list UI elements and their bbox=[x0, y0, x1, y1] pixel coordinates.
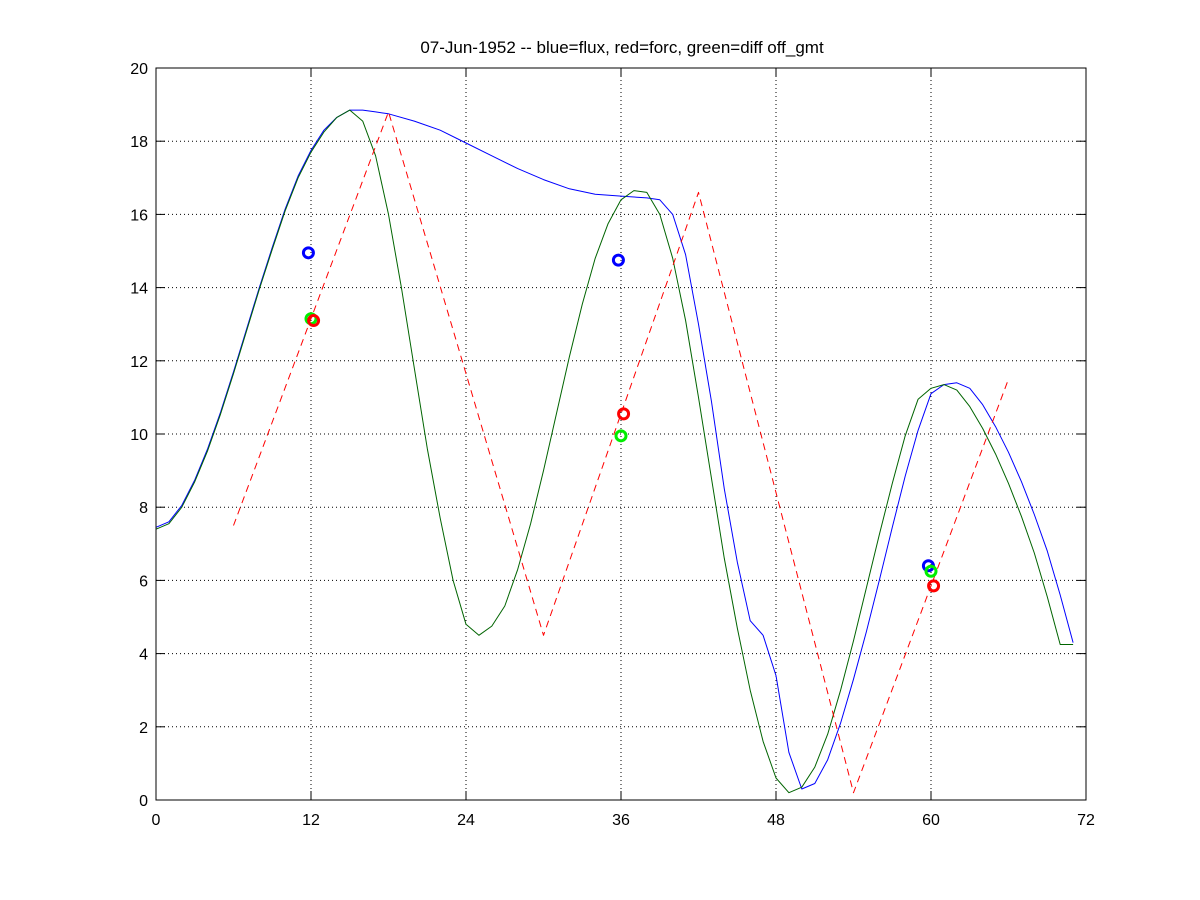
x-tick-label: 0 bbox=[152, 812, 161, 829]
series-line-2 bbox=[233, 111, 1009, 794]
marker-layer bbox=[301, 246, 941, 593]
y-tick-label: 12 bbox=[130, 354, 148, 371]
x-tick-label: 24 bbox=[457, 812, 475, 829]
grid-lines bbox=[156, 68, 1086, 800]
y-tick-label: 20 bbox=[130, 61, 148, 78]
series-line-0 bbox=[155, 109, 1074, 790]
series-line-1 bbox=[155, 109, 1074, 794]
data-marker bbox=[924, 564, 938, 578]
y-tick-label: 8 bbox=[139, 500, 148, 517]
y-tick-label: 14 bbox=[130, 281, 148, 298]
series-layer bbox=[155, 109, 1074, 794]
data-marker bbox=[617, 407, 631, 421]
data-marker bbox=[927, 579, 941, 593]
y-tick-label: 2 bbox=[139, 720, 148, 737]
y-tick-label: 4 bbox=[139, 647, 148, 664]
y-tick-label: 18 bbox=[130, 134, 148, 151]
data-marker bbox=[307, 314, 321, 328]
chart-title: 07-Jun-1952 -- blue=flux, red=forc, gree… bbox=[420, 38, 824, 57]
x-tick-label: 72 bbox=[1077, 812, 1095, 829]
x-tick-label: 60 bbox=[922, 812, 940, 829]
data-marker bbox=[611, 253, 625, 267]
y-tick-label: 0 bbox=[139, 793, 148, 810]
x-tick-label: 36 bbox=[612, 812, 630, 829]
y-tick-label: 10 bbox=[130, 427, 148, 444]
y-tick-label: 16 bbox=[130, 207, 148, 224]
x-tick-label: 48 bbox=[767, 812, 785, 829]
data-marker bbox=[301, 246, 315, 260]
y-tick-label: 6 bbox=[139, 573, 148, 590]
data-marker bbox=[614, 429, 628, 443]
x-tick-label: 12 bbox=[302, 812, 320, 829]
